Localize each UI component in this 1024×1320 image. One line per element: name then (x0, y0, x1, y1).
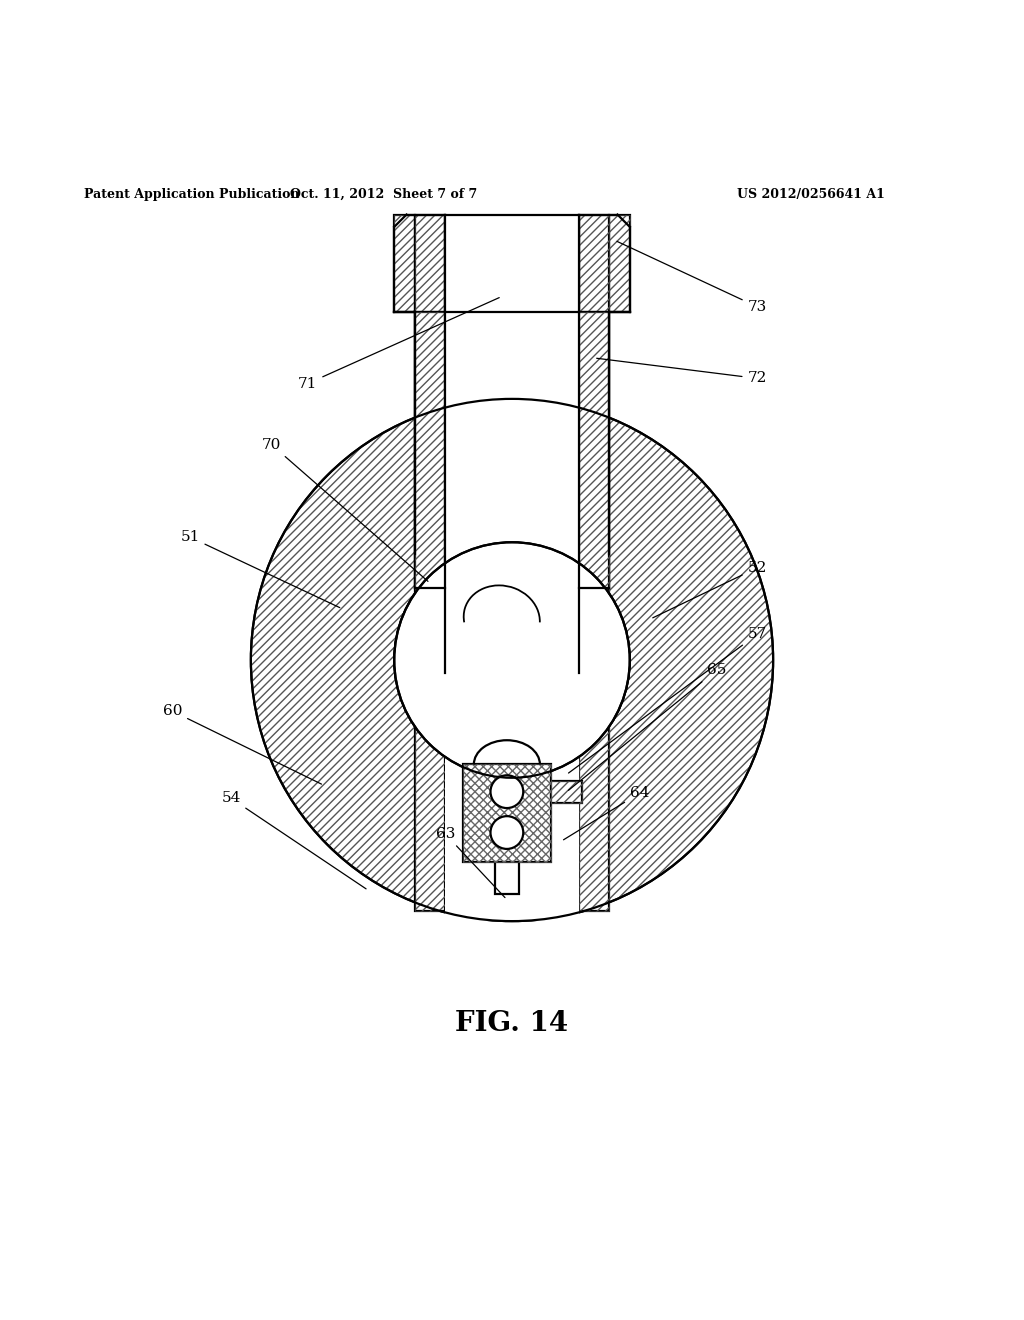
Text: 70: 70 (262, 438, 428, 581)
Text: 57: 57 (568, 627, 767, 774)
Bar (394, 215, 415, 312)
Bar (609, 215, 630, 312)
Text: 65: 65 (568, 663, 726, 791)
Bar (579, 312, 609, 589)
Bar (579, 312, 609, 911)
Text: 51: 51 (180, 531, 340, 607)
Text: 71: 71 (298, 297, 500, 391)
Bar (463, 764, 551, 862)
Text: 73: 73 (616, 242, 767, 314)
Bar (445, 215, 579, 312)
Circle shape (251, 399, 773, 921)
Text: 64: 64 (563, 787, 649, 840)
Text: 60: 60 (163, 704, 322, 784)
Bar (551, 781, 582, 804)
Bar (445, 312, 579, 589)
Bar (445, 312, 579, 921)
Bar (551, 781, 582, 804)
Bar (495, 862, 519, 895)
Text: 72: 72 (597, 358, 767, 385)
Bar (415, 312, 445, 911)
Text: FIG. 14: FIG. 14 (456, 1010, 568, 1038)
Bar (415, 399, 610, 594)
Bar (463, 764, 551, 862)
Bar (415, 312, 445, 589)
Bar (415, 215, 445, 312)
Bar (415, 215, 445, 312)
Bar (579, 312, 609, 589)
Text: 54: 54 (221, 791, 366, 888)
Text: Patent Application Publication: Patent Application Publication (84, 187, 299, 201)
Bar (394, 215, 415, 312)
Text: 52: 52 (652, 561, 767, 618)
Bar (579, 215, 609, 312)
Bar (609, 215, 630, 312)
Circle shape (490, 775, 523, 808)
Circle shape (394, 543, 630, 777)
Bar (579, 312, 609, 911)
Circle shape (394, 543, 630, 777)
Bar (415, 312, 445, 589)
Circle shape (490, 816, 523, 849)
Text: US 2012/0256641 A1: US 2012/0256641 A1 (737, 187, 885, 201)
Bar (579, 215, 609, 312)
Bar (415, 312, 445, 911)
Text: Oct. 11, 2012  Sheet 7 of 7: Oct. 11, 2012 Sheet 7 of 7 (291, 187, 477, 201)
Text: 63: 63 (436, 828, 505, 898)
